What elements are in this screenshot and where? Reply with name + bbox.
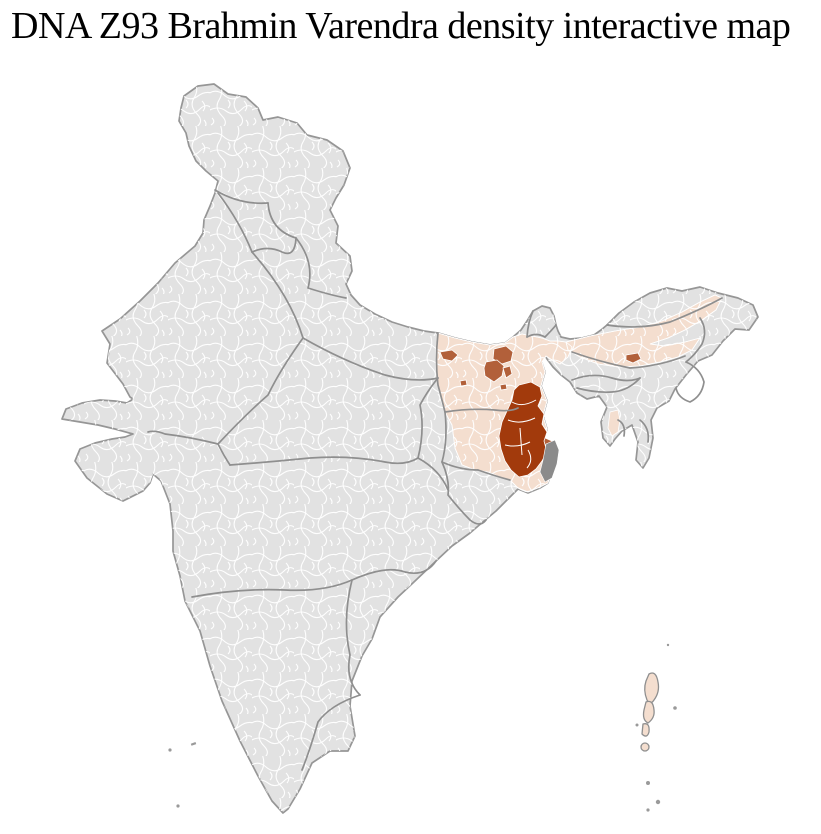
district-texture [504, 399, 537, 469]
region-medium-assam[interactable] [625, 352, 642, 364]
region-medium-bihar-a[interactable] [492, 345, 514, 365]
island-north-andaman[interactable] [644, 672, 660, 704]
island-specks [635, 643, 677, 812]
lakshadweep-islands[interactable] [168, 742, 197, 808]
region-medium-bihar-c[interactable] [502, 365, 513, 379]
island-ring[interactable] [640, 742, 650, 752]
region-medium-bihar-b[interactable] [483, 359, 505, 383]
region-medium-speck-b[interactable] [499, 383, 508, 391]
island-middle-andaman[interactable] [642, 700, 655, 724]
density-high-layer[interactable] [498, 381, 548, 478]
andaman-nicobar-islands[interactable] [635, 643, 677, 812]
landmass-layer[interactable] [61, 83, 759, 814]
region-medium-west-bihar[interactable] [439, 349, 459, 362]
island-south-andaman[interactable] [641, 723, 650, 737]
state-borders [147, 189, 723, 771]
region-medium-speck-a[interactable] [459, 379, 468, 387]
region-low-tripura[interactable] [607, 409, 621, 437]
district-texture [62, 84, 758, 813]
page-title: DNA Z93 Brahmin Varendra density interac… [11, 5, 791, 47]
